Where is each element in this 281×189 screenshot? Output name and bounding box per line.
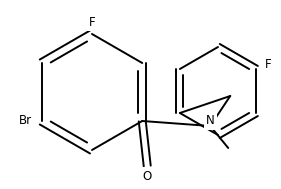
Text: N: N xyxy=(206,115,215,128)
Text: Br: Br xyxy=(19,115,32,128)
Text: O: O xyxy=(142,170,152,183)
Text: F: F xyxy=(265,57,271,70)
Text: F: F xyxy=(89,15,95,29)
